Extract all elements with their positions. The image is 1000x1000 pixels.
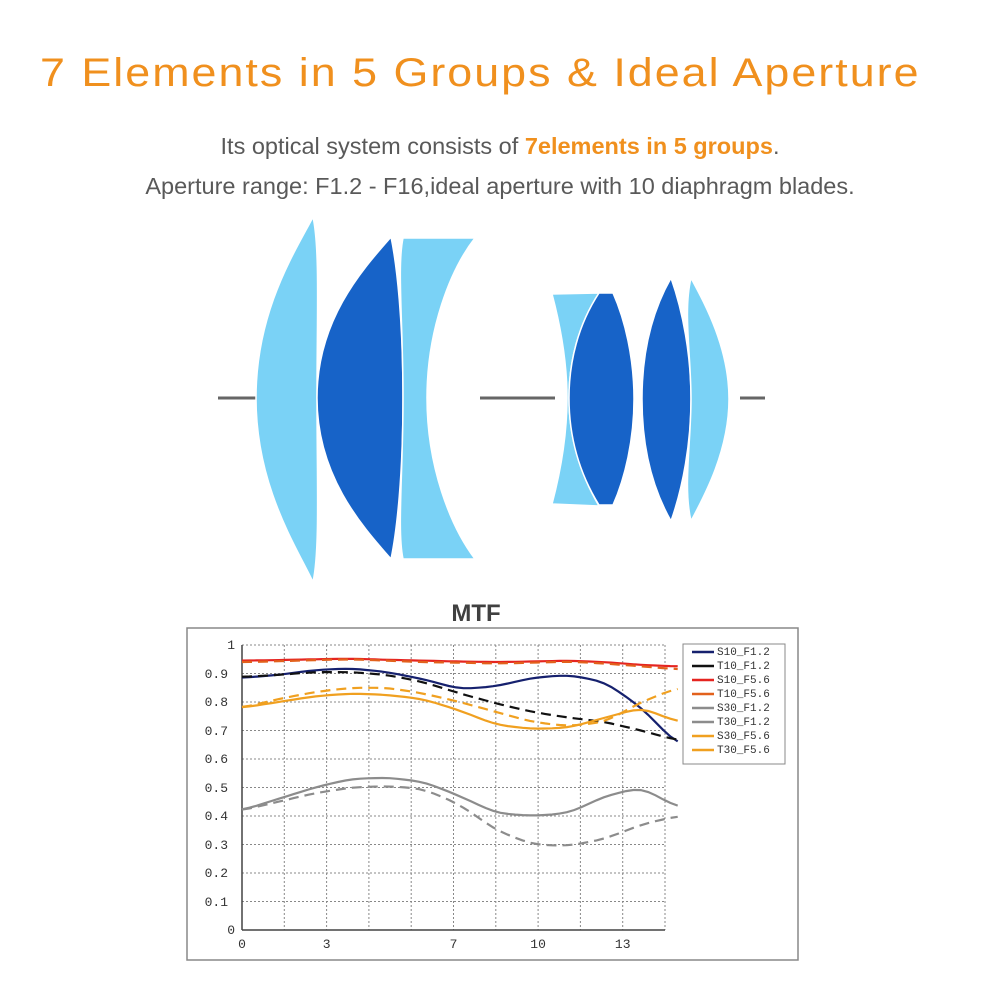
svg-text:T10_F1.2: T10_F1.2	[717, 661, 770, 673]
svg-text:0: 0	[238, 937, 246, 952]
svg-text:7: 7	[450, 937, 458, 952]
svg-text:S30_F5.6: S30_F5.6	[717, 731, 770, 743]
svg-text:T30_F5.6: T30_F5.6	[717, 745, 770, 757]
svg-text:T30_F1.2: T30_F1.2	[717, 717, 770, 729]
svg-text:0: 0	[227, 923, 235, 938]
svg-text:T10_F5.6: T10_F5.6	[717, 689, 770, 701]
svg-text:13: 13	[615, 937, 631, 952]
svg-text:S10_F1.2: S10_F1.2	[717, 647, 770, 659]
svg-text:0.4: 0.4	[205, 809, 229, 824]
svg-text:0.6: 0.6	[205, 752, 228, 767]
svg-text:0.3: 0.3	[205, 838, 228, 853]
svg-text:S30_F1.2: S30_F1.2	[717, 703, 770, 715]
svg-text:3: 3	[323, 937, 331, 952]
svg-text:0.5: 0.5	[205, 781, 228, 796]
svg-text:10: 10	[530, 937, 546, 952]
svg-text:0.1: 0.1	[205, 895, 229, 910]
svg-text:0.2: 0.2	[205, 866, 228, 881]
svg-text:S10_F5.6: S10_F5.6	[717, 675, 770, 687]
svg-text:0.9: 0.9	[205, 667, 228, 682]
svg-text:0.7: 0.7	[205, 724, 228, 739]
svg-text:0.8: 0.8	[205, 695, 228, 710]
svg-text:1: 1	[227, 638, 235, 653]
